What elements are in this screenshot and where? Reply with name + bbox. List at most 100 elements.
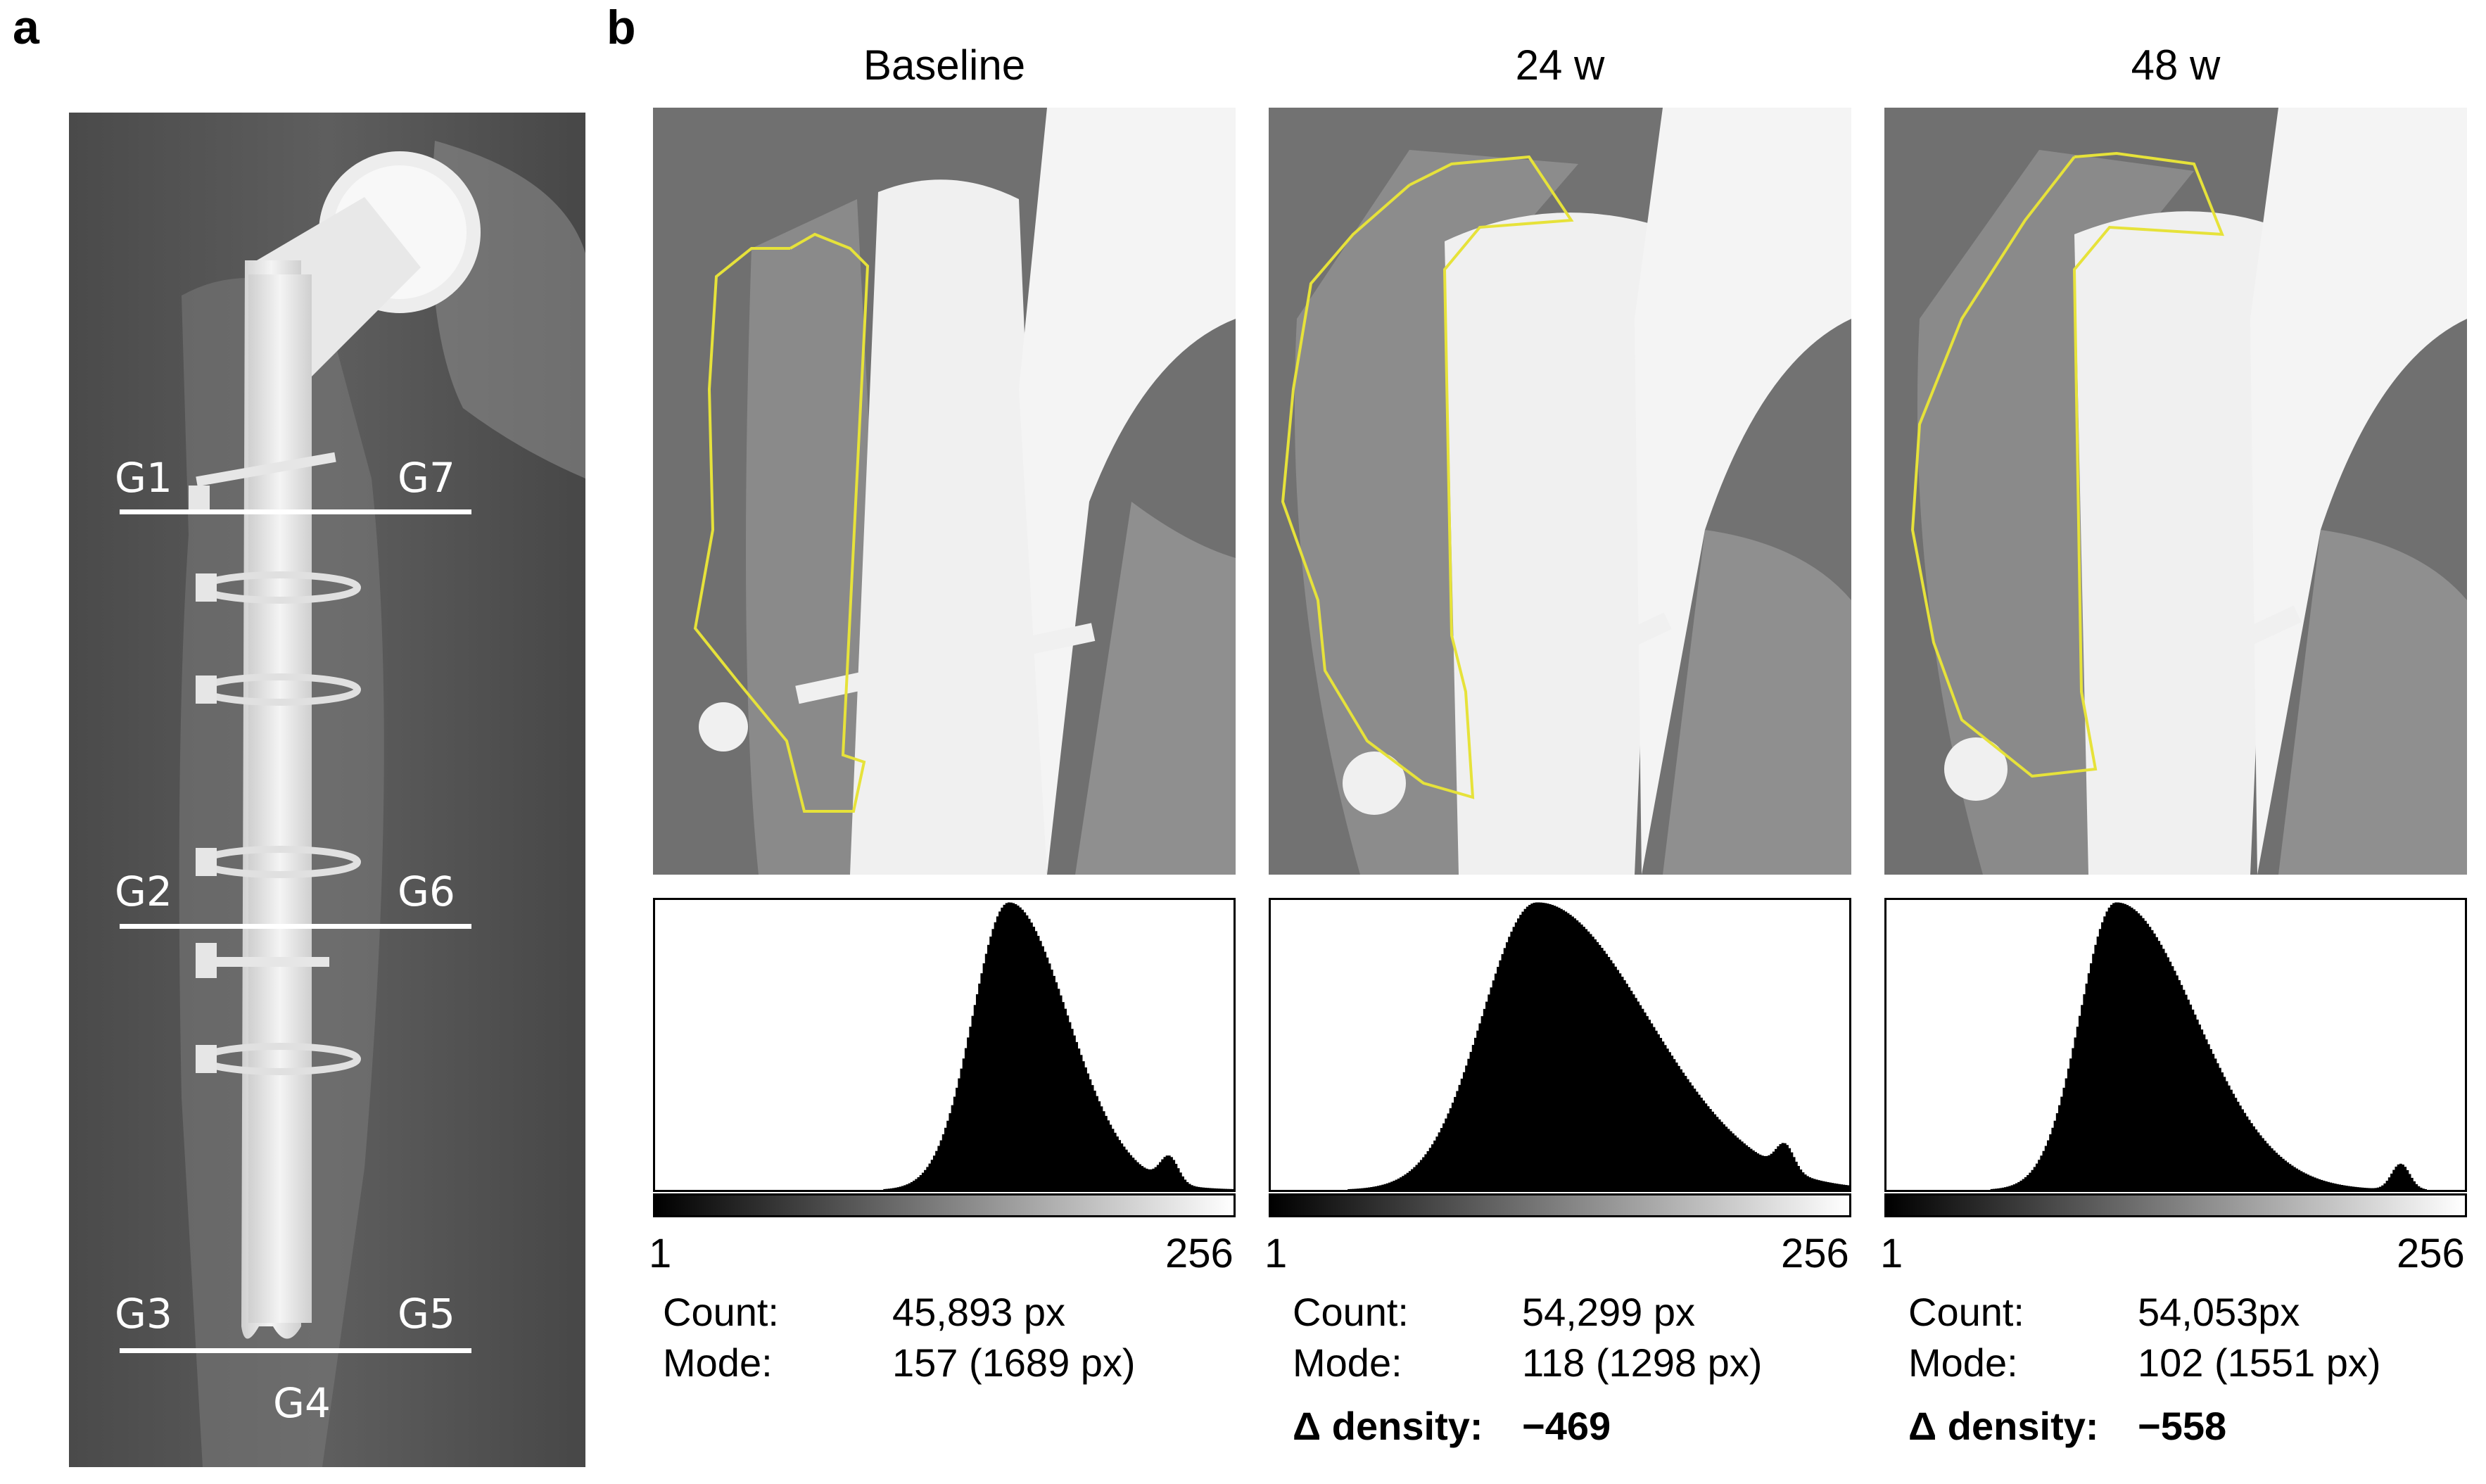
zone-label-g7: G7	[398, 454, 455, 502]
mode-label-48w: Mode:	[1908, 1340, 2018, 1385]
histogram-bin	[1154, 1167, 1158, 1190]
histogram-bin	[1118, 1140, 1122, 1190]
histogram-bin	[2277, 1155, 2281, 1190]
histogram-bin	[1179, 1172, 1182, 1190]
histogram-bin	[2017, 1181, 2021, 1190]
histogram-bin	[2060, 1096, 2064, 1190]
histogram-bin	[1010, 902, 1013, 1190]
histogram-bin	[1540, 902, 1542, 1190]
histogram-bin	[2381, 1185, 2385, 1190]
histogram-bin	[2421, 1188, 2425, 1190]
histogram-bin	[1471, 1044, 1475, 1190]
histogram-bin	[1772, 1151, 1775, 1190]
histogram-bin	[1163, 1157, 1167, 1190]
histogram-bin	[2275, 1153, 2278, 1190]
histogram-bin	[1093, 1091, 1096, 1190]
histogram-bin	[1197, 1186, 1200, 1190]
histogram-bin	[1102, 1111, 1105, 1190]
histogram-bin	[1677, 1065, 1680, 1190]
histogram-bin	[1546, 903, 1549, 1190]
histogram-bin	[1136, 1162, 1139, 1190]
histogram-bin	[2273, 1150, 2276, 1190]
histogram-bin	[1516, 918, 1520, 1190]
histogram-bin	[2372, 1188, 2376, 1190]
histogram-bin	[2387, 1177, 2391, 1190]
histogram-bin	[1505, 942, 1509, 1190]
histogram-bin	[2139, 915, 2143, 1190]
grey-scale-bar-baseline	[653, 1193, 1236, 1217]
mode-value-24w: 118 (1298 px)	[1522, 1340, 1763, 1385]
histogram-bin	[1763, 1155, 1766, 1190]
histogram-bin	[2268, 1146, 2271, 1190]
histogram-bin	[1732, 1133, 1735, 1190]
histogram-bin	[1186, 1181, 1189, 1190]
histogram-bin	[2406, 1169, 2409, 1190]
histogram-bin	[1555, 906, 1559, 1190]
histogram-bin	[1680, 1069, 1682, 1190]
histogram-bin	[1799, 1169, 1803, 1190]
histogram-bin	[1725, 1127, 1728, 1190]
histogram-bin	[1027, 918, 1031, 1190]
histogram-bin	[987, 944, 990, 1190]
histogram-bin	[2015, 1183, 2018, 1190]
histogram-bin	[1560, 908, 1563, 1190]
histogram-bin	[2367, 1188, 2371, 1190]
histogram-bin	[1499, 960, 1502, 1190]
histogram-bin	[1059, 995, 1063, 1190]
histogram-bin	[2304, 1173, 2307, 1190]
histogram-bin	[1397, 1178, 1400, 1190]
histogram-bin	[2042, 1150, 2046, 1190]
histogram-bin	[1057, 989, 1060, 1190]
histogram-bin	[1030, 922, 1033, 1190]
histogram-bin	[1064, 1008, 1067, 1190]
histogram-bin	[1193, 1186, 1196, 1190]
histogram-bin	[2176, 975, 2179, 1190]
histogram-bin	[2309, 1175, 2312, 1190]
histogram-bin	[2335, 1184, 2339, 1190]
axis-min-24w: 1	[1264, 1231, 1288, 1276]
histogram-bin	[1001, 907, 1004, 1190]
histogram-bin	[1605, 953, 1609, 1190]
histogram-bin	[2234, 1098, 2238, 1190]
histogram-bin	[1587, 931, 1590, 1190]
histogram-bin	[1831, 1183, 1834, 1190]
histogram-bin	[1675, 1063, 1678, 1190]
histogram-bin	[1150, 1169, 1153, 1190]
histogram-bin	[1729, 1131, 1732, 1190]
histogram-bin	[2107, 907, 2111, 1190]
mode-value-baseline: 157 (1689 px)	[892, 1340, 1136, 1385]
axis-max-48w: 256	[2397, 1231, 2465, 1276]
histogram-bin	[2410, 1177, 2414, 1190]
histogram-bin	[973, 1005, 977, 1190]
histogram-bin	[1447, 1113, 1450, 1190]
histogram-bin	[1632, 994, 1635, 1190]
histogram-bin	[2286, 1162, 2290, 1190]
histogram-bin	[2397, 1164, 2400, 1190]
histogram-bin	[1460, 1078, 1464, 1190]
histogram-bin	[1641, 1008, 1644, 1190]
histogram-bin	[944, 1127, 947, 1190]
histogram-bin	[906, 1184, 909, 1190]
histogram-bin	[984, 953, 988, 1190]
histogram-bin	[1390, 1181, 1393, 1190]
histogram-bin	[1208, 1188, 1212, 1190]
histogram-bin	[1066, 1015, 1070, 1190]
histogram-bin	[1829, 1182, 1832, 1190]
histogram-bin	[2342, 1185, 2346, 1190]
histogram-bin	[1822, 1181, 1825, 1190]
histogram-bin	[1583, 927, 1585, 1190]
histogram-bin	[1156, 1165, 1160, 1190]
histogram-bin	[998, 911, 1001, 1190]
histogram-bin	[975, 994, 979, 1190]
histogram-bin	[1462, 1072, 1466, 1190]
histogram-bin	[2302, 1172, 2305, 1190]
histogram-bin	[969, 1027, 972, 1190]
histogram-bin	[953, 1096, 956, 1190]
histogram-bin	[2148, 927, 2152, 1190]
histogram-bin	[2363, 1188, 2366, 1190]
histogram-bin	[1404, 1174, 1407, 1190]
histogram-bin	[1488, 994, 1491, 1190]
histogram-bin	[1786, 1145, 1789, 1190]
histogram-bin	[996, 916, 999, 1190]
histogram-bin	[1451, 1103, 1454, 1190]
